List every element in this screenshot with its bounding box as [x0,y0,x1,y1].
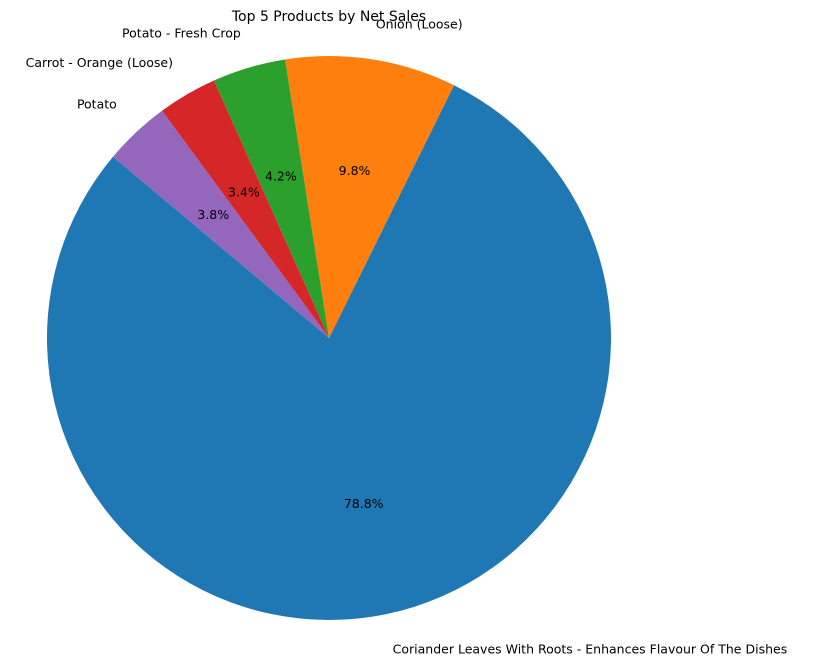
pie-slice-0 [46,85,611,620]
pie-slices [46,55,611,620]
pie-slice-3 [161,80,329,338]
pie-slice-label-1: Onion (Loose) [376,16,463,31]
pie-slice-label-2: Potato - Fresh Crop [122,26,241,41]
pie-slice-label-3: Carrot - Orange (Loose) [26,55,173,70]
pie-percent-label-0: 78.8% [344,496,384,511]
pie-percent-labels: 78.8% 9.8% 4.2% 3.4% 3.8% [197,163,383,511]
pie-percent-label-3: 3.4% [228,184,260,199]
pie-slice-1 [285,55,455,338]
chart-title: Top 5 Products by Net Sales [231,9,426,25]
pie-slice-labels: Coriander Leaves With Roots - Enhances F… [26,16,788,656]
pie-slice-label-0: Coriander Leaves With Roots - Enhances F… [393,642,788,657]
pie-percent-label-2: 4.2% [265,168,297,183]
pie-percent-label-1: 9.8% [339,163,371,178]
pie-slice-2 [213,59,329,338]
pie-slice-label-4: Potato [77,97,117,112]
pie-slice-4 [112,110,329,338]
pie-percent-label-4: 3.8% [197,207,229,222]
